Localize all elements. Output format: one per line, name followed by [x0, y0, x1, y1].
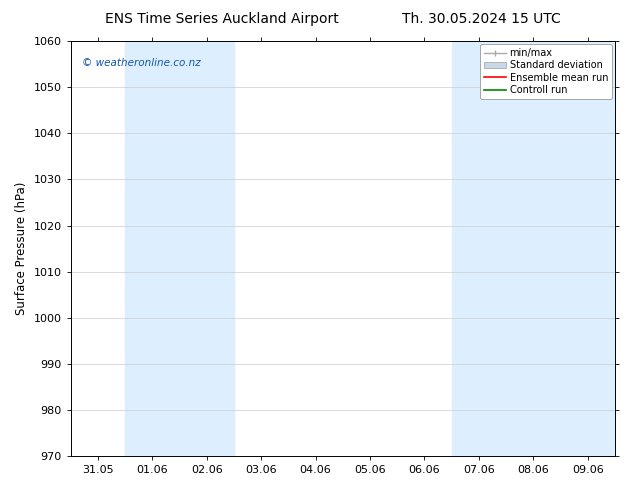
Text: © weatheronline.co.nz: © weatheronline.co.nz	[82, 58, 200, 68]
Bar	[125, 41, 234, 456]
Y-axis label: Surface Pressure (hPa): Surface Pressure (hPa)	[15, 182, 28, 315]
Text: Th. 30.05.2024 15 UTC: Th. 30.05.2024 15 UTC	[403, 12, 561, 26]
Text: ENS Time Series Auckland Airport: ENS Time Series Auckland Airport	[105, 12, 339, 26]
Legend: min/max, Standard deviation, Ensemble mean run, Controll run: min/max, Standard deviation, Ensemble me…	[481, 44, 612, 99]
Bar	[451, 41, 615, 456]
